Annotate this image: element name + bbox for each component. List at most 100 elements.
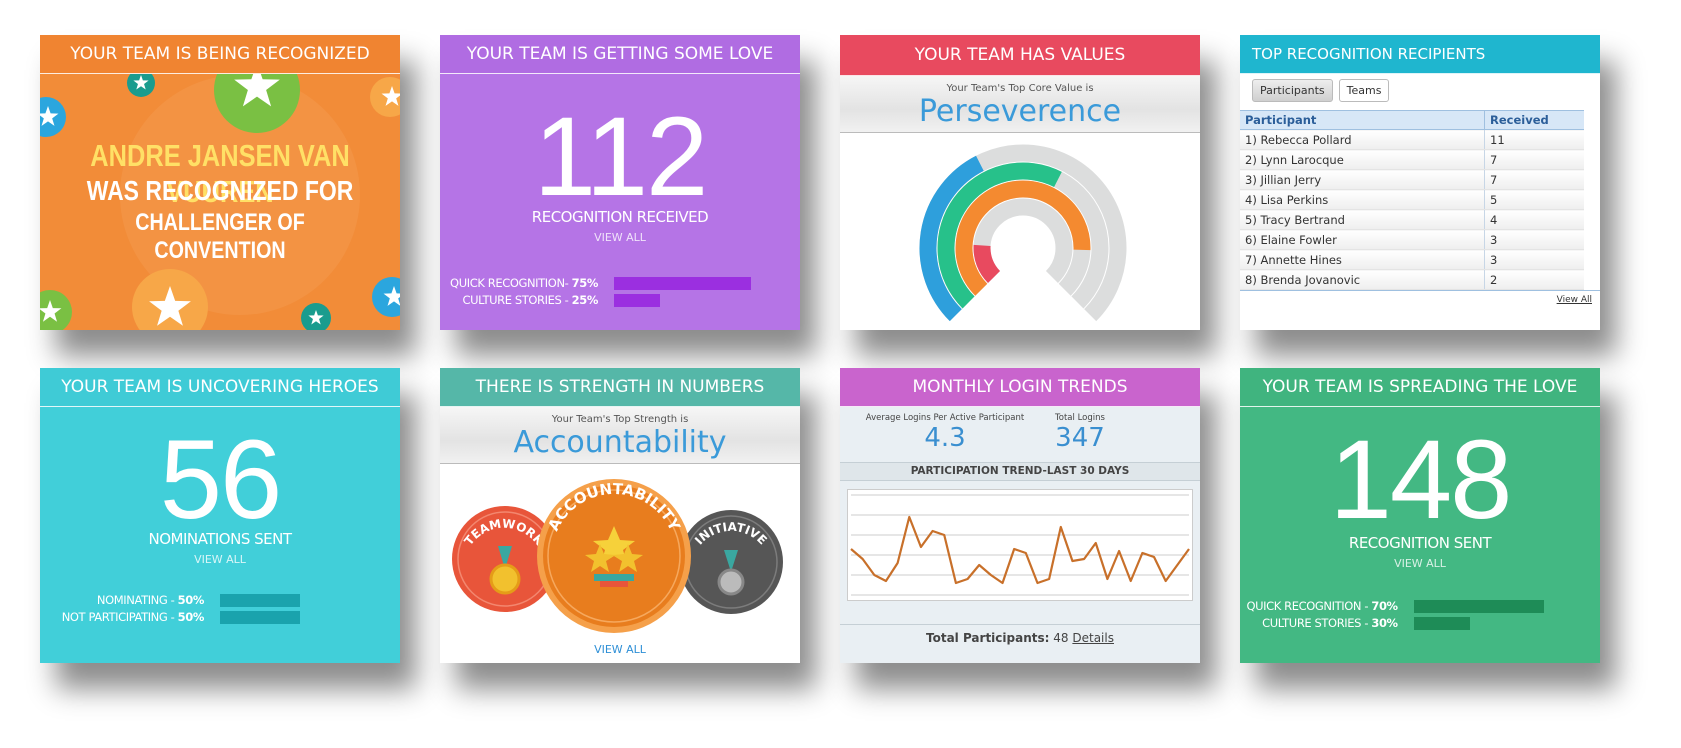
bar-category: CULTURE STORIES - xyxy=(1262,616,1369,630)
value-name: CHALLENGER OF CONVENTION xyxy=(135,209,305,264)
view-all-link[interactable]: View All xyxy=(1556,295,1592,305)
big-count: 148 xyxy=(1329,417,1513,542)
bar xyxy=(1413,616,1470,630)
table-row: 1) Rebecca Pollard 11 xyxy=(1240,129,1584,150)
bar-row: CULTURE STORIES - 25% xyxy=(440,292,800,308)
table-cell: 2 xyxy=(1484,269,1584,290)
details-link[interactable]: Details xyxy=(1072,631,1114,645)
bar-track xyxy=(1413,616,1600,630)
plot-frame xyxy=(847,489,1193,601)
recognition-line: WAS RECOGNIZED FOR xyxy=(86,175,354,206)
view-all-link[interactable]: VIEW ALL xyxy=(594,643,646,656)
spreading-card: YOUR TEAM IS SPREADING THE LOVE 148 RECO… xyxy=(1240,368,1600,663)
bar-label: QUICK RECOGNITION - 70% xyxy=(1240,599,1398,613)
bar xyxy=(220,610,300,624)
tab[interactable]: Teams xyxy=(1338,79,1390,102)
header-row: Participant Received xyxy=(1240,110,1584,130)
tab-bar: Participants Teams xyxy=(1252,79,1395,102)
table-row: 8) Brenda Jovanovic 2 xyxy=(1240,269,1584,290)
radial-chart xyxy=(919,144,1127,322)
card-title: YOUR TEAM IS GETTING SOME LOVE xyxy=(440,35,800,74)
view-all-link[interactable]: VIEW ALL xyxy=(594,231,646,244)
bar-label: NOMINATING - 50% xyxy=(40,593,204,607)
radial-arc xyxy=(973,244,1001,283)
table-cell: 7) Annette Hines xyxy=(1240,249,1485,270)
bar-value-label: 50% xyxy=(177,593,205,607)
card-title: YOUR TEAM IS SPREADING THE LOVE xyxy=(1240,368,1600,407)
count-label: RECOGNITION SENT xyxy=(1348,534,1492,552)
table-wrap: Participant Received 1) Rebecca Pollard 11… xyxy=(1240,110,1600,291)
bar-label: CULTURE STORIES - 30% xyxy=(1240,616,1398,630)
subheader: Your Team's Top Strength is Accountabili… xyxy=(440,407,800,464)
bar-track xyxy=(614,293,797,307)
recognized-card: YOUR TEAM IS BEING RECOGNIZED ANDRE JANS… xyxy=(40,35,400,330)
tab[interactable]: Participants xyxy=(1252,79,1333,102)
bar-value-label: 75% xyxy=(571,276,599,290)
badges: TEAMWORK INITIATIVE ACCOUNTABILITY xyxy=(452,479,783,633)
count-label: RECOGNITION RECEIVED xyxy=(531,208,709,226)
recipients-table: Participant Received 1) Rebecca Pollard 11… xyxy=(1240,110,1584,290)
recipients-card: TOP RECOGNITION RECIPIENTS Participants T… xyxy=(1240,35,1600,330)
bar-category: QUICK RECOGNITION- xyxy=(450,276,569,290)
table-row: 3) Jillian Jerry 7 xyxy=(1240,169,1584,190)
table-cell: 7 xyxy=(1484,149,1584,170)
stat-label: Total Logins xyxy=(1055,413,1105,423)
bar-row: QUICK RECOGNITION - 70% xyxy=(1240,598,1600,614)
bar-track xyxy=(220,593,380,607)
strength-card: THERE IS STRENGTH IN NUMBERS Your Team's… xyxy=(440,368,800,663)
bar-value-label: 50% xyxy=(177,610,205,624)
card-title: YOUR TEAM IS UNCOVERING HEROES xyxy=(40,368,400,407)
subheader: Your Team's Top Core Value is Perseveren… xyxy=(840,76,1200,133)
table-cell: 4) Lisa Perkins xyxy=(1240,189,1485,210)
intro-text: Your Team's Top Core Value is xyxy=(946,83,1094,94)
table-cell: 5 xyxy=(1484,189,1584,210)
table-cell: 1) Rebecca Pollard xyxy=(1240,129,1485,150)
received-card: YOUR TEAM IS GETTING SOME LOVE 112 RECOG… xyxy=(440,35,800,330)
bar-value-label: 70% xyxy=(1371,599,1398,613)
footer: Total Participants: 48 Details xyxy=(840,624,1200,645)
bar-value-label: 30% xyxy=(1371,616,1398,630)
table-cell: 3) Jillian Jerry xyxy=(1240,169,1485,190)
top-strength: Accountability xyxy=(513,425,727,460)
table-cell: 2) Lynn Larocque xyxy=(1240,149,1485,170)
bar-row: NOMINATING - 50% xyxy=(40,592,400,608)
column-header: Participant xyxy=(1240,110,1485,130)
view-all-link[interactable]: VIEW ALL xyxy=(1394,557,1446,570)
login-trends-card: MONTHLY LOGIN TRENDS Average Logins Per … xyxy=(840,368,1200,663)
view-all-link[interactable]: VIEW ALL xyxy=(194,553,246,566)
bar-category: CULTURE STORIES - xyxy=(462,293,569,307)
bar-track xyxy=(614,276,797,290)
bar xyxy=(1413,599,1545,613)
table-cell: 6) Elaine Fowler xyxy=(1240,229,1485,250)
bar xyxy=(614,293,660,307)
column-header: Received xyxy=(1484,110,1584,130)
bar-row: CULTURE STORIES - 30% xyxy=(1240,615,1600,631)
bar xyxy=(614,276,752,290)
table-cell: 11 xyxy=(1484,129,1584,150)
bar-row: NOT PARTICIPATING - 50% xyxy=(40,609,400,625)
table-cell: 4 xyxy=(1484,209,1584,230)
bar-label: QUICK RECOGNITION- 75% xyxy=(440,276,598,290)
table-cell: 5) Tracy Bertrand xyxy=(1240,209,1485,230)
line-chart xyxy=(847,489,1193,601)
recipient-name: ANDRE JANSEN VAN VUUREN xyxy=(90,138,350,209)
table-cell: 3 xyxy=(1484,229,1584,250)
table-row: 2) Lynn Larocque 7 xyxy=(1240,149,1584,170)
big-count: 56 xyxy=(159,417,283,542)
stat-value: 347 xyxy=(1055,423,1105,453)
radial-arc xyxy=(937,162,1062,309)
stat-label: Average Logins Per Active Participant xyxy=(865,413,1025,423)
chart-title: PARTICIPATION TREND-LAST 30 DAYS xyxy=(840,462,1200,481)
count-label: NOMINATIONS SENT xyxy=(148,530,293,548)
table-cell: 8) Brenda Jovanovic xyxy=(1240,269,1485,290)
top-value: Perseverence xyxy=(918,94,1122,129)
table-row: 7) Annette Hines 3 xyxy=(1240,249,1584,270)
bar-track xyxy=(1413,599,1600,613)
heroes-card: YOUR TEAM IS UNCOVERING HEROES 56 NOMINA… xyxy=(40,368,400,663)
intro-text: Your Team's Top Strength is xyxy=(551,414,689,425)
bar-category: NOMINATING - xyxy=(96,593,175,607)
bar-label: CULTURE STORIES - 25% xyxy=(440,293,598,307)
table-row: 4) Lisa Perkins 5 xyxy=(1240,189,1584,210)
card-title: MONTHLY LOGIN TRENDS xyxy=(840,368,1200,407)
